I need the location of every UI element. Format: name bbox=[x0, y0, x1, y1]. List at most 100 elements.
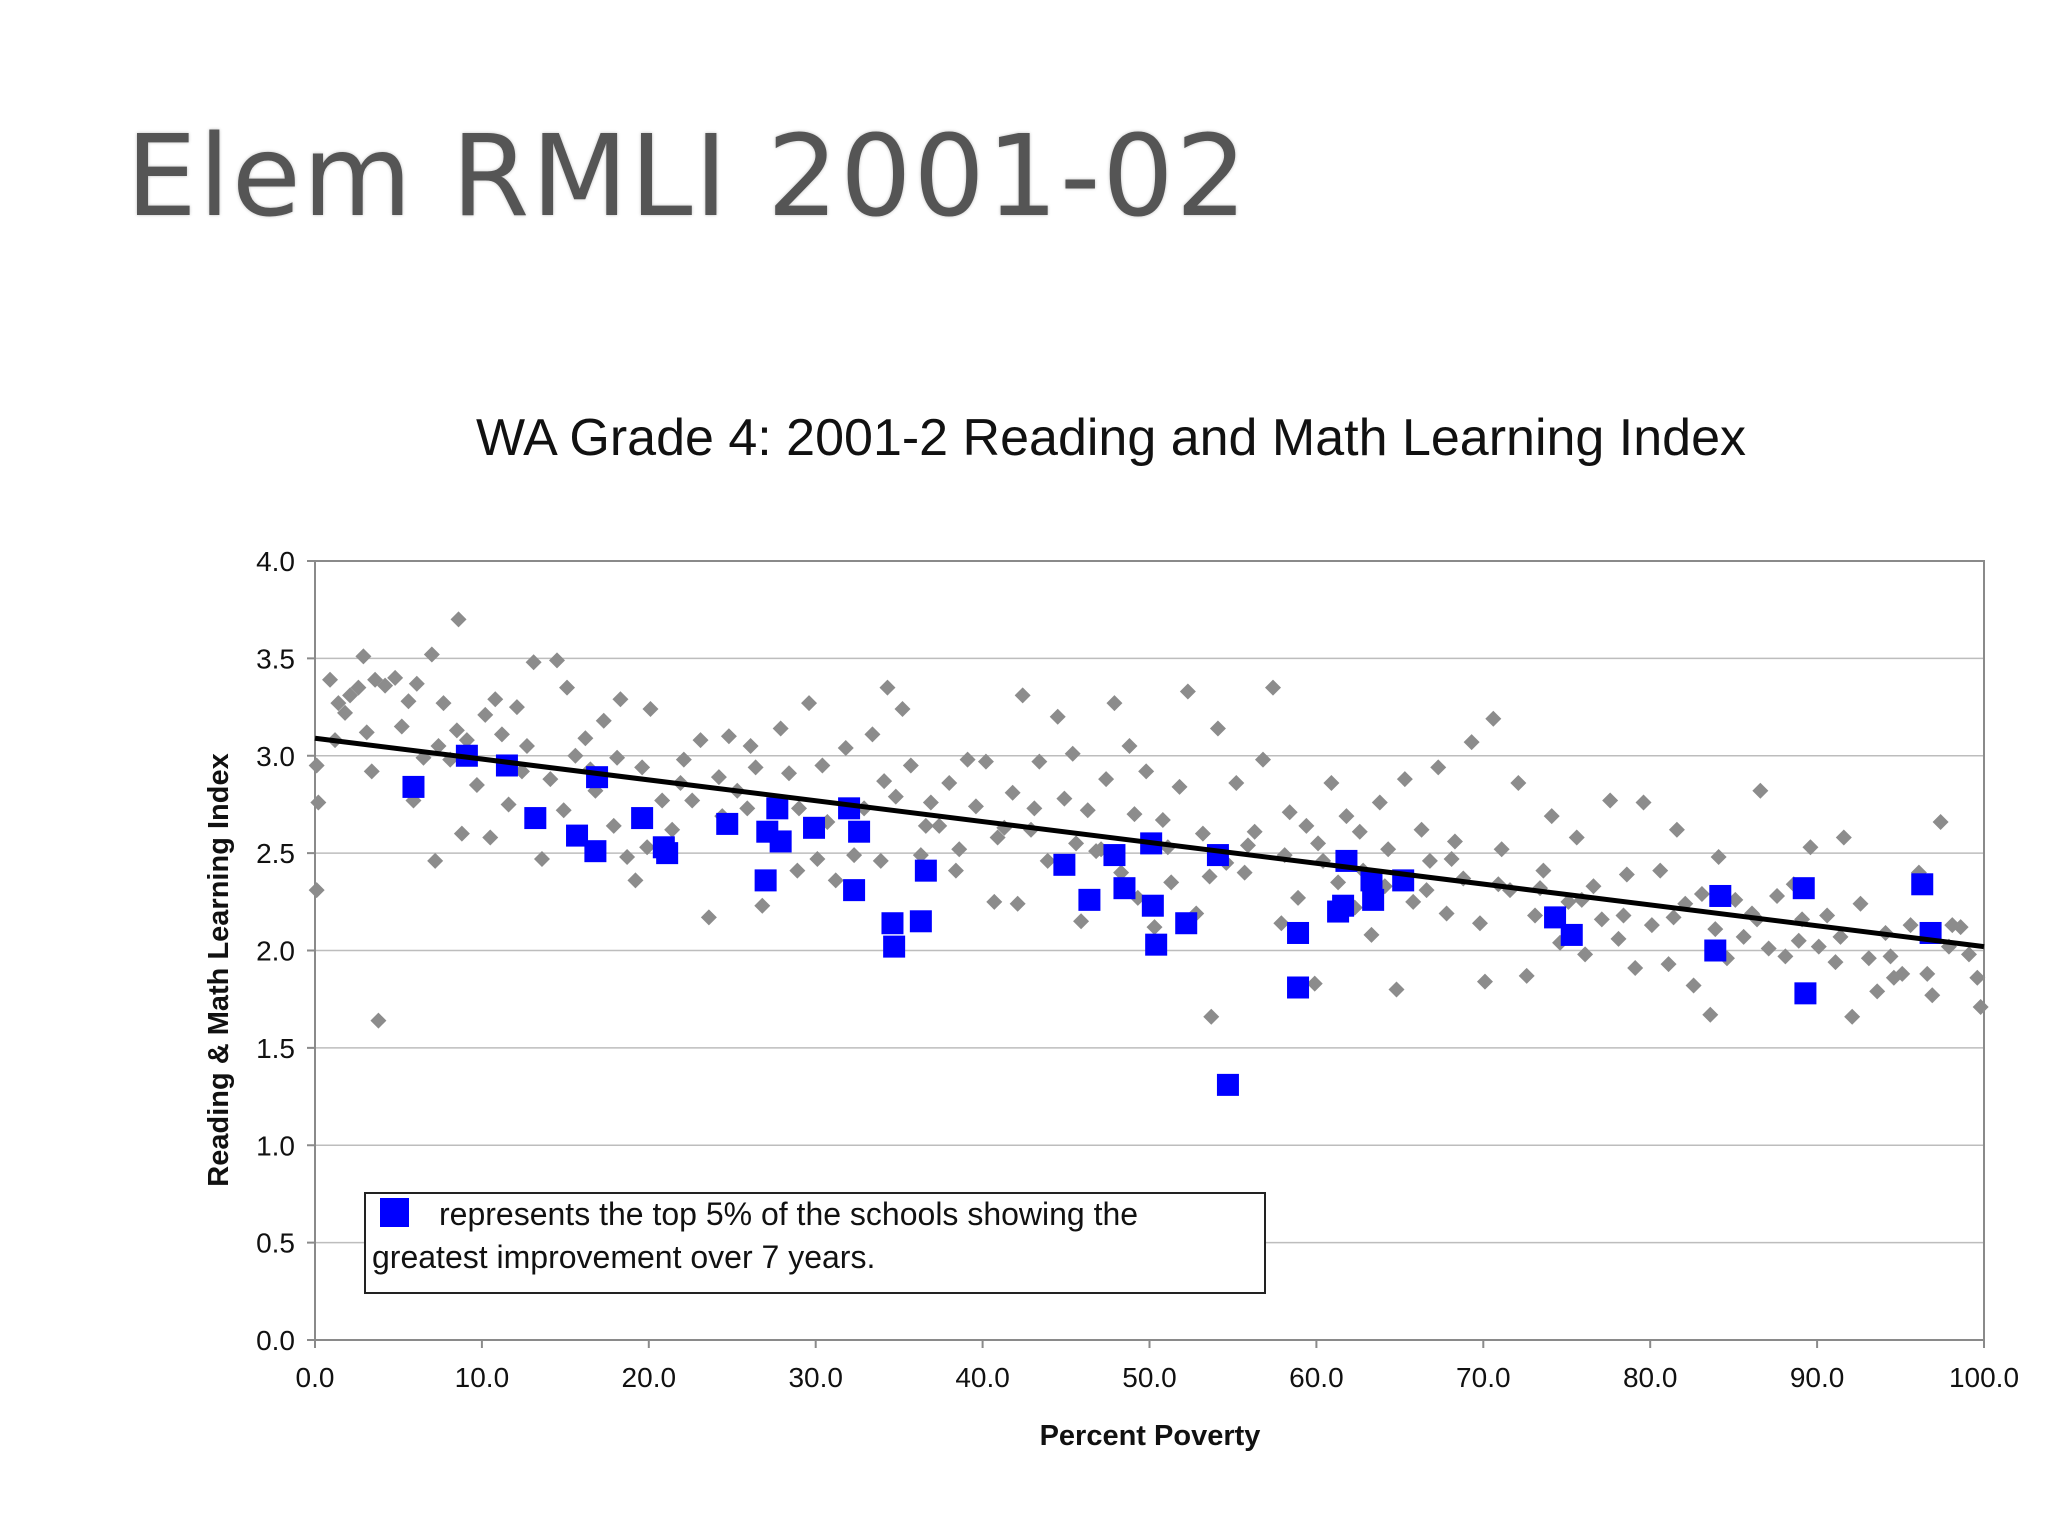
data-point-all-school bbox=[967, 798, 984, 815]
data-point-all-school bbox=[1919, 965, 1936, 982]
data-point-all-school bbox=[1323, 775, 1340, 792]
data-point-all-school bbox=[1882, 948, 1899, 965]
data-point-all-school bbox=[912, 847, 929, 864]
data-point-all-school bbox=[1306, 975, 1323, 992]
data-point-all-school bbox=[742, 738, 759, 755]
data-point-all-school bbox=[555, 802, 572, 819]
data-point-all-school bbox=[1802, 839, 1819, 856]
data-point-all-school bbox=[1371, 794, 1388, 811]
data-point-all-school bbox=[1844, 1008, 1861, 1025]
data-point-top-school bbox=[566, 824, 589, 847]
data-point-all-school bbox=[1527, 907, 1544, 924]
data-point-top-school bbox=[1709, 884, 1732, 907]
data-point-all-school bbox=[846, 847, 863, 864]
data-point-all-school bbox=[358, 724, 375, 741]
data-point-all-school bbox=[1790, 932, 1807, 949]
x-tick-label: 90.0 bbox=[1790, 1362, 1845, 1393]
data-point-all-school bbox=[1290, 889, 1307, 906]
data-point-top-school bbox=[883, 935, 906, 958]
data-point-all-school bbox=[1476, 973, 1493, 990]
x-tick-label: 70.0 bbox=[1456, 1362, 1511, 1393]
data-point-all-school bbox=[1471, 915, 1488, 932]
data-point-all-school bbox=[1146, 919, 1163, 936]
data-point-all-school bbox=[1902, 917, 1919, 934]
data-point-all-school bbox=[377, 677, 394, 694]
data-point-all-school bbox=[789, 862, 806, 879]
data-point-all-school bbox=[577, 730, 594, 747]
chart-title: WA Grade 4: 2001-2 Reading and Math Lear… bbox=[476, 409, 1746, 467]
data-point-all-school bbox=[1338, 808, 1355, 825]
plot-area bbox=[314, 560, 1985, 1341]
data-point-all-school bbox=[1769, 887, 1786, 904]
data-point-all-school bbox=[1380, 841, 1397, 858]
data-point-all-school bbox=[1635, 794, 1652, 811]
data-point-all-school bbox=[1777, 948, 1794, 965]
data-point-all-school bbox=[922, 794, 939, 811]
data-point-all-school bbox=[482, 829, 499, 846]
data-point-top-school bbox=[1287, 976, 1310, 999]
data-point-all-school bbox=[549, 652, 566, 669]
data-point-all-school bbox=[837, 739, 854, 756]
data-point-all-school bbox=[1228, 775, 1245, 792]
data-point-all-school bbox=[1064, 745, 1081, 762]
data-point-all-school bbox=[1827, 954, 1844, 971]
data-point-all-school bbox=[542, 771, 559, 788]
data-point-all-school bbox=[1446, 833, 1463, 850]
y-tick-label: 2.0 bbox=[256, 936, 295, 967]
data-point-top-school bbox=[1794, 982, 1817, 1005]
y-tick-label: 0.5 bbox=[256, 1228, 295, 1259]
data-point-all-school bbox=[567, 747, 584, 764]
data-point-all-school bbox=[435, 695, 452, 712]
data-point-all-school bbox=[791, 800, 808, 817]
data-point-all-school bbox=[427, 852, 444, 869]
y-tick-label: 1.0 bbox=[256, 1130, 295, 1161]
data-point-all-school bbox=[1752, 782, 1769, 799]
data-point-top-school bbox=[1911, 873, 1934, 896]
data-point-all-school bbox=[1079, 802, 1096, 819]
data-point-all-school bbox=[1702, 1006, 1719, 1023]
data-point-top-school bbox=[656, 842, 679, 865]
data-point-all-school bbox=[1518, 967, 1535, 984]
data-point-all-school bbox=[1171, 778, 1188, 795]
y-tick-label: 3.0 bbox=[256, 741, 295, 772]
data-point-all-school bbox=[508, 699, 525, 716]
x-tick-label: 50.0 bbox=[1122, 1362, 1177, 1393]
data-point-top-school bbox=[1141, 894, 1164, 917]
data-point-all-school bbox=[308, 882, 325, 899]
data-point-all-school bbox=[350, 679, 367, 696]
data-point-all-school bbox=[1932, 813, 1949, 830]
data-point-all-school bbox=[1693, 886, 1710, 903]
data-point-all-school bbox=[989, 829, 1006, 846]
data-point-all-school bbox=[1273, 915, 1290, 932]
data-point-all-school bbox=[1493, 841, 1510, 858]
y-tick-label: 2.5 bbox=[256, 838, 295, 869]
legend: represents the top 5% of the schools sho… bbox=[364, 1192, 1266, 1294]
data-point-all-school bbox=[1073, 913, 1090, 930]
data-point-all-school bbox=[887, 788, 904, 805]
data-point-all-school bbox=[393, 718, 410, 735]
data-point-all-school bbox=[513, 763, 530, 780]
data-point-all-school bbox=[308, 757, 325, 774]
series-top-schools bbox=[402, 744, 1942, 1096]
data-point-all-school bbox=[500, 796, 517, 813]
data-point-all-school bbox=[1627, 960, 1644, 977]
data-point-all-school bbox=[1154, 812, 1171, 829]
data-point-top-school bbox=[1206, 844, 1229, 867]
data-point-all-school bbox=[430, 738, 447, 755]
data-point-all-school bbox=[423, 646, 440, 663]
data-point-all-school bbox=[453, 825, 470, 842]
data-point-all-school bbox=[986, 893, 1003, 910]
data-point-top-school bbox=[766, 797, 789, 820]
data-point-all-school bbox=[1668, 821, 1685, 838]
data-point-all-school bbox=[1405, 893, 1422, 910]
data-point-all-school bbox=[612, 691, 629, 708]
data-point-all-school bbox=[876, 773, 893, 790]
data-point-all-school bbox=[609, 749, 626, 766]
data-point-top-school bbox=[881, 912, 904, 935]
data-point-all-school bbox=[1577, 946, 1594, 963]
data-point-all-school bbox=[1363, 926, 1380, 943]
series-all-schools bbox=[308, 611, 1989, 1029]
data-point-all-school bbox=[1810, 938, 1827, 955]
data-point-top-school bbox=[631, 807, 654, 830]
data-point-all-school bbox=[720, 728, 737, 745]
